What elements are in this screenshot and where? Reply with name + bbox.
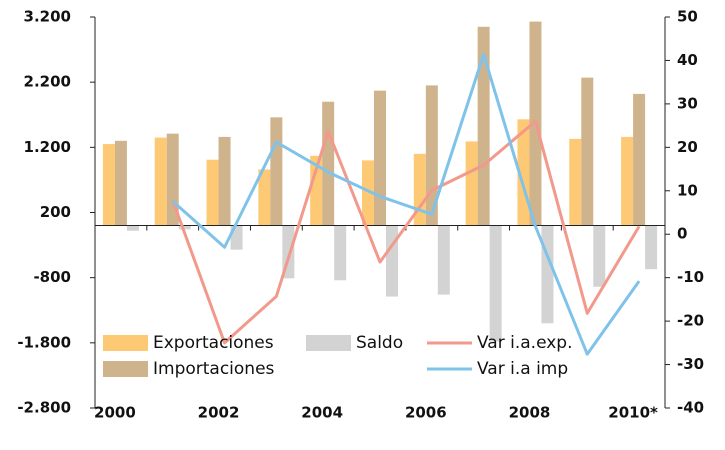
bar (645, 225, 658, 270)
x-tick-label: 2004 (301, 404, 343, 422)
legend-swatch (103, 335, 148, 351)
bar (374, 90, 386, 226)
bar (114, 140, 127, 226)
legend: Exportaciones Importaciones Saldo Var i.a.e… (103, 333, 572, 379)
x-tick-label: 2002 (198, 404, 240, 422)
bar (206, 159, 219, 226)
bar (489, 225, 502, 342)
bar (178, 225, 191, 230)
y-tick-label: 3.200 (24, 8, 71, 26)
bar (569, 138, 582, 226)
y-tick-label: -800 (33, 268, 71, 286)
bar (310, 155, 323, 226)
y2-tick-label: 20 (677, 138, 698, 156)
y2-tick-label: -30 (677, 355, 704, 373)
legend-swatch (103, 361, 148, 377)
bar (386, 225, 398, 297)
y-tick-label: 200 (40, 203, 71, 221)
legend-label: Importaciones (153, 359, 275, 379)
bar (154, 137, 167, 226)
bar (270, 117, 283, 226)
y-tick-label: 2.200 (24, 73, 71, 91)
y-tick-label: -2.800 (17, 399, 71, 417)
bar (218, 136, 231, 226)
legend-label: Var i.a imp (477, 359, 568, 379)
bar (437, 225, 450, 295)
y2-tick-label: -10 (677, 268, 704, 286)
bar (477, 26, 490, 226)
bar (465, 141, 478, 226)
x-tick-label: 2000 (94, 404, 136, 422)
bar (621, 136, 634, 226)
bar (362, 160, 374, 226)
y2-tick-label: 40 (677, 51, 698, 69)
legend-label: Exportaciones (153, 333, 274, 353)
bar (258, 169, 271, 226)
bar (126, 225, 139, 231)
bar (633, 93, 646, 226)
bar (322, 101, 335, 226)
y-tick-label: -1.800 (17, 333, 71, 351)
y2-tick-label: -40 (677, 399, 704, 417)
bar (102, 144, 115, 226)
bar (541, 225, 554, 324)
y2-tick-label: 30 (677, 94, 698, 112)
y2-tick-label: -20 (677, 312, 704, 330)
bar (581, 77, 594, 226)
y2-tick-label: 10 (677, 181, 698, 199)
x-tick-label: 2010* (608, 404, 658, 422)
line (171, 119, 641, 345)
y2-tick-label: 50 (677, 8, 698, 26)
y-tick-label: 1.200 (24, 138, 71, 156)
legend-label: Var i.a.exp. (477, 333, 572, 353)
bar (593, 225, 606, 287)
legend-label: Saldo (356, 333, 403, 353)
x-tick-label: 2008 (509, 404, 551, 422)
line (171, 52, 641, 356)
bar (334, 225, 347, 281)
x-tick-label: 2006 (405, 404, 447, 422)
y2-tick-label: 0 (677, 225, 687, 243)
legend-swatch (306, 335, 351, 351)
